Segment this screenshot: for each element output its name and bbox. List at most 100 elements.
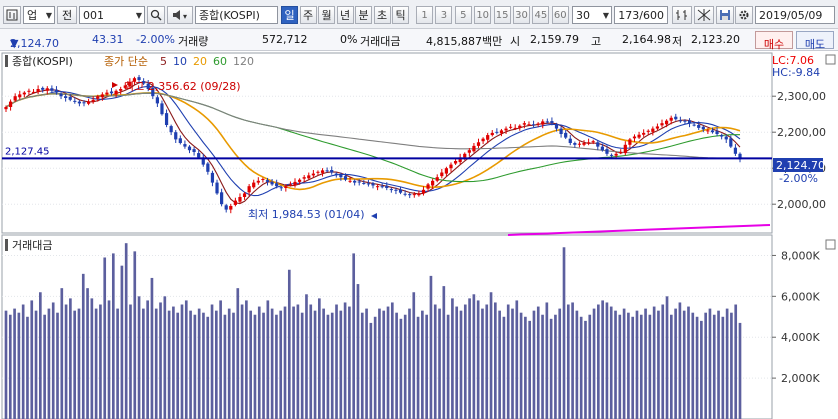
volume-bar [253,314,257,419]
candle-body [330,170,334,173]
candle-body [22,92,26,95]
volume-bar [459,310,463,419]
volume-bar [494,302,497,419]
candle-body [536,123,540,125]
volume-bar [472,294,476,419]
candles [4,74,742,214]
volume-bar [408,308,411,419]
candle-body [504,128,508,131]
volume-bar [622,308,626,419]
chart-type-icon[interactable] [3,6,21,24]
volume-bar [232,312,235,419]
candle-body [362,182,366,184]
candle-body [366,183,371,185]
candle-body [632,136,637,139]
high-arrow-icon [112,82,118,88]
volume-bar [541,314,544,419]
interval-button-3[interactable]: 3 [435,6,453,24]
candle-body [678,120,682,122]
period-button-1[interactable]: 주 [299,6,317,24]
chart-canvas[interactable]: 2,127.45 종합(KOSPI) 종가 단순 5 10 20 60 120 최고 2… [0,51,838,419]
date-field[interactable]: 2019/05/09 [755,6,835,24]
candle-body [45,88,49,91]
volume-bar [133,251,137,419]
candle-body [265,180,270,182]
candle-body [82,102,86,104]
candle-body [385,185,389,188]
candle-body [582,143,586,145]
period-button-0[interactable]: 일 [281,6,298,24]
candle-body [64,96,68,98]
candle-body [614,153,618,156]
volume-bar [588,314,592,419]
interval-button-5[interactable]: 5 [454,6,472,24]
volume-bar [412,292,416,419]
candle-body [187,146,192,151]
volume-bar [734,304,738,419]
candle-body [348,180,352,182]
interval-button-1[interactable]: 1 [416,6,433,24]
buy-button[interactable]: 매수 [755,31,793,51]
period-button-3[interactable]: 년 [336,6,354,24]
candle-body [224,205,228,210]
volume-bar [146,300,149,419]
trend-line[interactable] [507,224,771,236]
volume-bar [309,304,313,419]
candle-body [151,87,155,97]
count-value: 173/600 [618,8,664,22]
save-icon[interactable] [716,6,734,24]
chevron-down-icon: ▼ [45,10,52,20]
price-panel-menu-icon[interactable] [825,54,836,65]
interval-button-10[interactable]: 10 [474,6,492,24]
jeon-button[interactable]: 전 [57,6,77,24]
interval-select[interactable]: 30 ▼ [572,6,612,24]
candle-body [302,177,306,179]
volume-bar [708,308,712,419]
candle-body [729,138,733,147]
volume-bar [77,308,81,419]
period-button-4[interactable]: 분 [355,6,372,24]
candle-body [109,91,114,94]
volume-pct: 0% [340,33,358,46]
gear-icon[interactable] [735,6,753,24]
horizontal-line-label: 2,127.45 [5,146,50,157]
candle-body [132,78,137,82]
candle-body [215,182,219,194]
period-button-5[interactable]: 초 [373,6,391,24]
period-button-2[interactable]: 월 [318,6,335,24]
candle-body [646,130,650,132]
volume-bar [167,310,171,419]
volume-panel-menu-icon[interactable] [825,239,836,250]
candle-body [435,177,439,181]
candle-body [738,153,742,160]
candle-body [490,132,494,136]
bar-style-icon[interactable] [672,6,692,24]
period-button-6[interactable]: 틱 [392,6,409,24]
ma-legend: 5 10 20 60 120 [160,55,254,68]
search-icon[interactable] [147,6,165,24]
volume-bar [43,314,46,419]
crosshair-icon[interactable] [694,6,714,24]
interval-button-15[interactable]: 15 [493,6,511,24]
candle-body [252,182,256,188]
candle-body [197,153,201,158]
speaker-icon[interactable]: ▾ [167,6,193,24]
candle-body [146,83,150,89]
market-select[interactable]: 업 ▼ [23,6,55,24]
lc-label: LC:7.06 [772,54,814,67]
candle-body [513,127,517,129]
candle-body [77,101,82,104]
volume-bar [717,310,720,419]
interval-button-45[interactable]: 45 [532,6,550,24]
moving-average-lines [5,81,741,205]
sell-button[interactable]: 매도 [796,31,834,51]
volume-bar [129,304,132,419]
interval-button-60[interactable]: 60 [551,6,569,24]
candle-body [54,89,59,93]
open-value: 2,159.79 [530,33,579,46]
interval-button-30[interactable]: 30 [513,6,530,24]
volume-bar [193,314,197,419]
count-field[interactable]: 173/600 [614,6,668,24]
volume-bar [296,304,300,419]
code-input[interactable]: 001 ▼ [79,6,145,24]
